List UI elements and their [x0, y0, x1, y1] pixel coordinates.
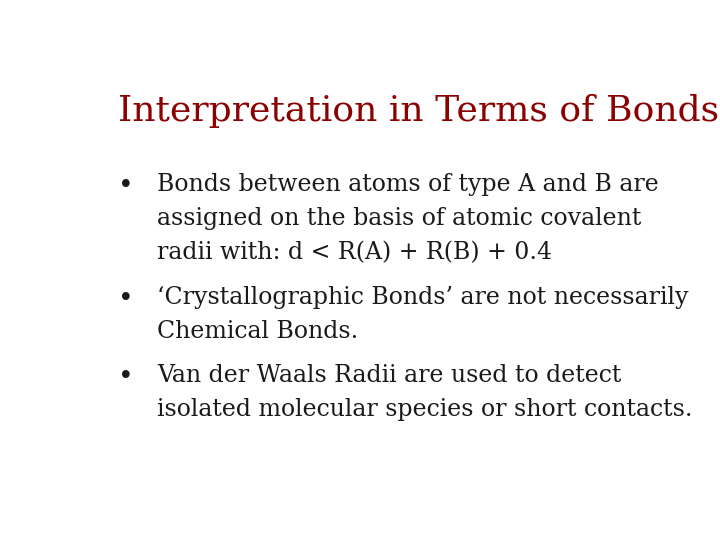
- Text: isolated molecular species or short contacts.: isolated molecular species or short cont…: [157, 399, 693, 421]
- Text: assigned on the basis of atomic covalent: assigned on the basis of atomic covalent: [157, 207, 642, 230]
- Text: Van der Waals Radii are used to detect: Van der Waals Radii are used to detect: [157, 364, 621, 387]
- Text: •: •: [118, 364, 133, 390]
- Text: •: •: [118, 286, 133, 312]
- Text: Bonds between atoms of type A and B are: Bonds between atoms of type A and B are: [157, 173, 659, 196]
- Text: radii with: d < R(A) + R(B) + 0.4: radii with: d < R(A) + R(B) + 0.4: [157, 241, 552, 264]
- Text: Interpretation in Terms of Bonds: Interpretation in Terms of Bonds: [118, 94, 719, 128]
- Text: Chemical Bonds.: Chemical Bonds.: [157, 320, 359, 343]
- Text: •: •: [118, 173, 133, 199]
- Text: ‘Crystallographic Bonds’ are not necessarily: ‘Crystallographic Bonds’ are not necessa…: [157, 286, 688, 308]
